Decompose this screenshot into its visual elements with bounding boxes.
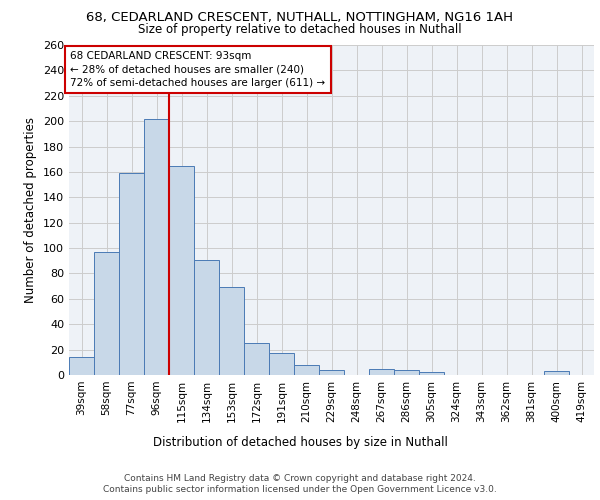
Text: 68, CEDARLAND CRESCENT, NUTHALL, NOTTINGHAM, NG16 1AH: 68, CEDARLAND CRESCENT, NUTHALL, NOTTING… <box>86 12 514 24</box>
Bar <box>244 344 269 375</box>
Bar <box>269 354 294 375</box>
Bar <box>319 370 344 375</box>
Text: Distribution of detached houses by size in Nuthall: Distribution of detached houses by size … <box>152 436 448 449</box>
Bar <box>544 371 569 375</box>
Bar <box>169 166 194 375</box>
Text: 68 CEDARLAND CRESCENT: 93sqm
← 28% of detached houses are smaller (240)
72% of s: 68 CEDARLAND CRESCENT: 93sqm ← 28% of de… <box>70 52 325 88</box>
Bar <box>369 368 394 375</box>
Y-axis label: Number of detached properties: Number of detached properties <box>25 117 37 303</box>
Bar <box>194 260 219 375</box>
Bar <box>69 357 94 375</box>
Bar <box>294 365 319 375</box>
Text: Contains HM Land Registry data © Crown copyright and database right 2024.
Contai: Contains HM Land Registry data © Crown c… <box>103 474 497 494</box>
Text: Size of property relative to detached houses in Nuthall: Size of property relative to detached ho… <box>138 22 462 36</box>
Bar <box>394 370 419 375</box>
Bar <box>219 288 244 375</box>
Bar <box>419 372 444 375</box>
Bar <box>144 118 169 375</box>
Bar <box>94 252 119 375</box>
Bar <box>119 173 144 375</box>
